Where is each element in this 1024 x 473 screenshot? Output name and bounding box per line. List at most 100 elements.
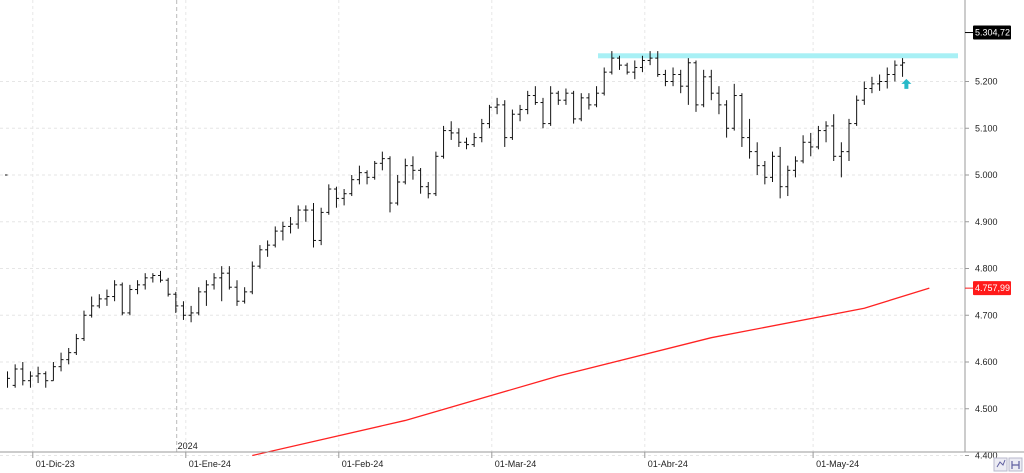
ohlc-bar bbox=[815, 125, 821, 150]
last-price-badge: 5.304,72 bbox=[973, 25, 1011, 40]
ohlc-bar bbox=[418, 167, 424, 194]
ohlc-bar bbox=[142, 273, 148, 290]
grid-lines bbox=[0, 0, 965, 456]
ohlc-bar bbox=[89, 296, 95, 318]
ohlc-bar bbox=[877, 74, 883, 91]
y-tick-label: 4.800 bbox=[975, 264, 998, 274]
ohlc-bar bbox=[5, 174, 10, 388]
ohlc-bar bbox=[410, 156, 416, 180]
ohlc-bar bbox=[81, 310, 87, 341]
y-tick-label: 4.700 bbox=[975, 310, 998, 320]
y-tick-label: 5.000 bbox=[975, 170, 998, 180]
ohlc-bar bbox=[333, 186, 339, 208]
ohlc-bar bbox=[356, 165, 362, 185]
ohlc-bar bbox=[762, 160, 768, 185]
ohlc-bar bbox=[693, 60, 699, 112]
ohlc-bar bbox=[632, 60, 638, 80]
ohlc-bars bbox=[5, 51, 906, 388]
ohlc-bar bbox=[716, 86, 722, 115]
h-letter-icon bbox=[1011, 461, 1020, 469]
y-tick-label: 4.900 bbox=[975, 217, 998, 227]
last-price-badge-bg bbox=[973, 25, 1011, 40]
ohlc-bar bbox=[540, 97, 546, 129]
ohlc-bar bbox=[165, 277, 171, 297]
ohlc-bar bbox=[770, 151, 775, 183]
ohlc-bar bbox=[203, 280, 209, 306]
ohlc-bar bbox=[471, 132, 477, 147]
ohlc-bar bbox=[548, 86, 554, 126]
ohlc-bar bbox=[265, 240, 271, 257]
ohlc-bar bbox=[58, 352, 64, 372]
ohlc-bar bbox=[395, 175, 401, 206]
moving-average-line bbox=[252, 287, 930, 457]
ohlc-bar bbox=[43, 371, 49, 388]
ohlc-bar bbox=[624, 62, 630, 75]
ohlc-bar bbox=[586, 93, 592, 110]
y-tick-label: 4.500 bbox=[975, 404, 998, 414]
ohlc-bar bbox=[739, 93, 745, 147]
ohlc-bar bbox=[792, 156, 798, 178]
y-tick-label: 5.200 bbox=[975, 77, 998, 87]
ohlc-bar bbox=[326, 184, 332, 215]
ohlc-bar bbox=[387, 156, 393, 213]
ohlc-bar bbox=[601, 67, 607, 96]
ohlc-bar bbox=[578, 93, 584, 122]
ohlc-bar bbox=[785, 165, 791, 197]
ohlc-bar bbox=[617, 55, 622, 70]
ohlc-bar bbox=[272, 226, 278, 248]
ohlc-bar bbox=[135, 280, 141, 295]
resistance-band bbox=[598, 53, 958, 59]
ohlc-bar bbox=[861, 81, 867, 105]
ohlc-bar bbox=[747, 118, 753, 159]
ohlc-bar bbox=[219, 266, 225, 302]
ohlc-bar bbox=[226, 266, 232, 290]
ohlc-bar bbox=[288, 217, 294, 234]
ohlc-bar bbox=[433, 151, 439, 197]
ohlc-bar bbox=[150, 273, 156, 283]
ohlc-bar bbox=[509, 109, 515, 140]
ohlc-bar bbox=[173, 291, 179, 313]
ohlc-bar bbox=[731, 83, 737, 131]
ohlc-bar bbox=[724, 100, 730, 138]
x-tick-label: 01-Abr-24 bbox=[648, 459, 688, 469]
corner-button-left[interactable] bbox=[993, 457, 1008, 472]
ohlc-bar bbox=[494, 97, 500, 115]
ohlc-bar bbox=[318, 207, 324, 246]
ohlc-bar bbox=[701, 69, 707, 108]
ohlc-bar bbox=[112, 280, 118, 302]
ohlc-bar bbox=[869, 76, 875, 94]
ohlc-bar bbox=[464, 137, 469, 150]
ohlc-bar bbox=[349, 175, 355, 197]
moving-average-badge-bg bbox=[973, 281, 1011, 296]
ohlc-bar bbox=[685, 58, 691, 105]
ohlc-bar bbox=[647, 51, 653, 66]
ohlc-bar bbox=[823, 121, 829, 143]
ohlc-bar bbox=[257, 245, 263, 269]
ohlc-bar bbox=[242, 287, 248, 304]
ohlc-bar bbox=[838, 142, 844, 178]
ohlc-bar bbox=[563, 88, 569, 105]
ohlc-bar bbox=[525, 90, 531, 115]
ohlc-bar bbox=[662, 69, 668, 87]
ohlc-bar bbox=[754, 142, 760, 175]
ohlc-bar bbox=[96, 294, 102, 309]
ohlc-bar bbox=[234, 280, 240, 306]
year-marker-label: 2024 bbox=[178, 441, 198, 451]
ohlc-bar bbox=[372, 160, 378, 180]
ohlc-bar bbox=[196, 287, 202, 316]
ohlc-bar bbox=[379, 151, 385, 171]
ohlc-bar bbox=[486, 104, 492, 129]
ohlc-bar bbox=[571, 90, 577, 124]
ohlc-bar bbox=[280, 221, 286, 241]
x-tick-label: 01-Ene-24 bbox=[189, 459, 231, 469]
ohlc-bar bbox=[119, 282, 125, 316]
ohlc-bar bbox=[311, 203, 316, 248]
moving-average-badge: 4.757,99 bbox=[973, 281, 1011, 296]
ohlc-bar bbox=[127, 284, 133, 316]
ohlc-bar bbox=[448, 121, 454, 140]
ohlc-bar bbox=[303, 205, 309, 222]
arrow-up-icon bbox=[901, 78, 912, 89]
chart-settings-icon bbox=[996, 459, 1006, 468]
y-tick-label: 5.100 bbox=[975, 123, 998, 133]
